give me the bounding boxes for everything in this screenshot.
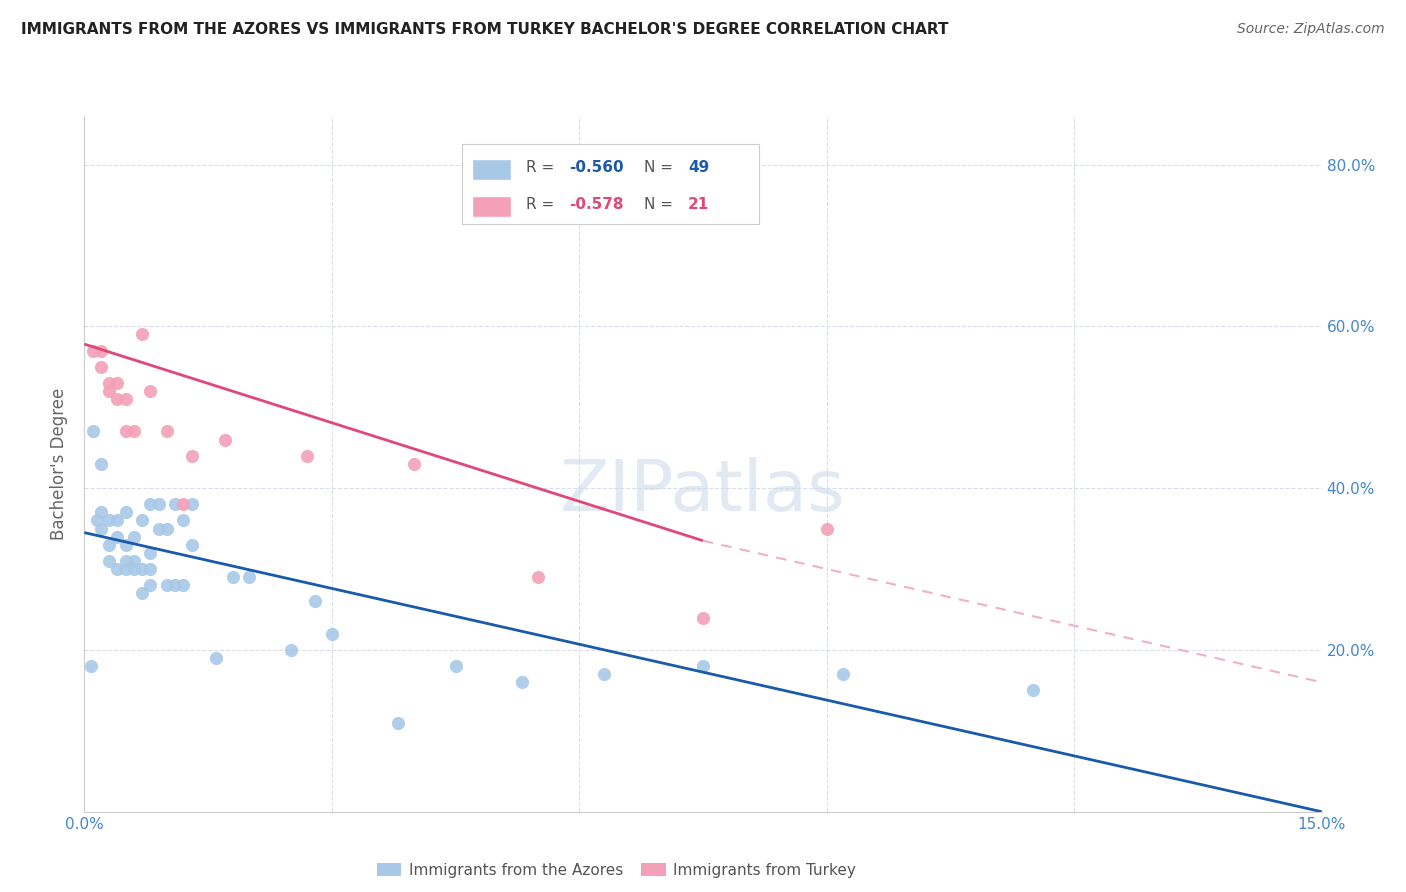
Point: [90, 359, 112, 374]
Point: [321, 626, 343, 640]
Point: [387, 715, 409, 730]
Point: [105, 562, 128, 576]
Point: [98, 513, 121, 527]
Point: [156, 522, 179, 536]
Legend: Immigrants from the Azores, Immigrants from Turkey: Immigrants from the Azores, Immigrants f…: [370, 857, 862, 884]
Point: [114, 392, 136, 406]
Point: [80, 659, 103, 673]
FancyBboxPatch shape: [461, 144, 759, 224]
Point: [98, 376, 121, 390]
Point: [404, 457, 426, 471]
Point: [114, 562, 136, 576]
Point: [444, 659, 467, 673]
Point: [105, 530, 128, 544]
Point: [156, 578, 179, 592]
Point: [222, 570, 245, 584]
Point: [122, 530, 145, 544]
Point: [90, 343, 112, 358]
Point: [180, 497, 202, 511]
Point: [280, 643, 302, 657]
Point: [114, 505, 136, 519]
Point: [172, 497, 194, 511]
Point: [165, 578, 187, 592]
Text: 49: 49: [688, 160, 710, 175]
Point: [114, 425, 136, 439]
Text: R =: R =: [526, 197, 560, 211]
FancyBboxPatch shape: [471, 196, 512, 217]
Point: [98, 538, 121, 552]
Point: [238, 570, 260, 584]
Point: [156, 425, 179, 439]
FancyBboxPatch shape: [471, 159, 512, 180]
Point: [148, 522, 170, 536]
Point: [86, 513, 108, 527]
Point: [82, 343, 104, 358]
Point: [692, 659, 714, 673]
Point: [82, 425, 104, 439]
Point: [304, 594, 326, 608]
Point: [122, 425, 145, 439]
Point: [165, 497, 187, 511]
Point: [1022, 683, 1045, 698]
Point: [105, 392, 128, 406]
Point: [90, 522, 112, 536]
Text: -0.560: -0.560: [569, 160, 624, 175]
Point: [815, 522, 838, 536]
Point: [131, 562, 153, 576]
Point: [180, 538, 202, 552]
Point: [139, 497, 162, 511]
Point: [139, 562, 162, 576]
Point: [131, 327, 153, 342]
Point: [510, 675, 533, 690]
Point: [148, 497, 170, 511]
Y-axis label: Bachelor's Degree: Bachelor's Degree: [51, 388, 69, 540]
Text: -0.578: -0.578: [569, 197, 624, 211]
Point: [131, 513, 153, 527]
Text: N =: N =: [644, 197, 678, 211]
Point: [131, 586, 153, 600]
Point: [122, 554, 145, 568]
Point: [98, 384, 121, 398]
Point: [172, 578, 194, 592]
Point: [214, 433, 236, 447]
Point: [172, 513, 194, 527]
Point: [139, 384, 162, 398]
Point: [692, 610, 714, 624]
Point: [105, 376, 128, 390]
Point: [122, 562, 145, 576]
Point: [832, 667, 855, 681]
Point: [527, 570, 550, 584]
Point: [105, 513, 128, 527]
Point: [114, 554, 136, 568]
Text: R =: R =: [526, 160, 560, 175]
Point: [205, 651, 228, 665]
Point: [114, 538, 136, 552]
Text: IMMIGRANTS FROM THE AZORES VS IMMIGRANTS FROM TURKEY BACHELOR'S DEGREE CORRELATI: IMMIGRANTS FROM THE AZORES VS IMMIGRANTS…: [21, 22, 949, 37]
Point: [139, 546, 162, 560]
Text: N =: N =: [644, 160, 678, 175]
Text: 21: 21: [688, 197, 710, 211]
Point: [180, 449, 202, 463]
Point: [139, 578, 162, 592]
Point: [90, 457, 112, 471]
Point: [295, 449, 318, 463]
Text: ZIPatlas: ZIPatlas: [560, 458, 846, 526]
Point: [90, 505, 112, 519]
Text: Source: ZipAtlas.com: Source: ZipAtlas.com: [1237, 22, 1385, 37]
Point: [98, 554, 121, 568]
Point: [593, 667, 616, 681]
